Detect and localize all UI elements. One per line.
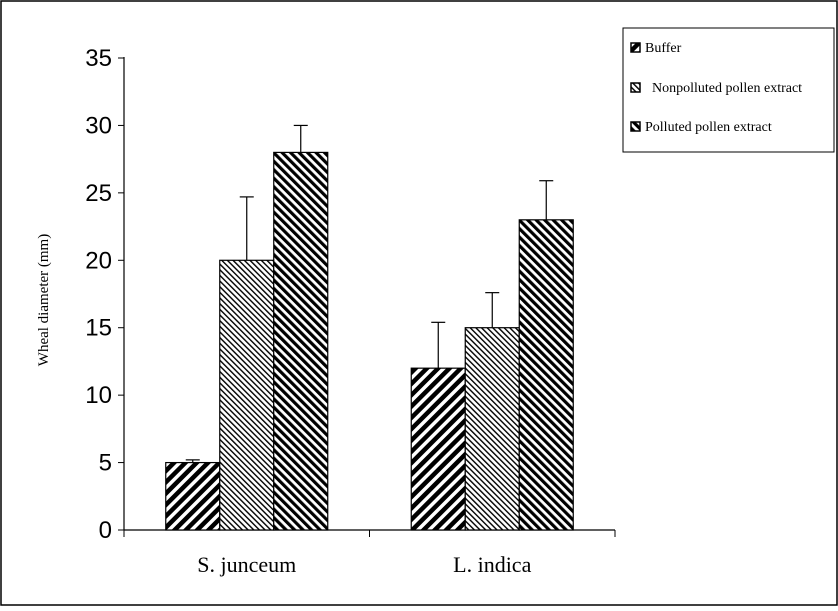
bar bbox=[410, 367, 466, 531]
legend-box bbox=[622, 27, 835, 153]
legend-label: Buffer bbox=[645, 41, 682, 56]
y-tick-label: 5 bbox=[99, 450, 112, 477]
legend-swatch bbox=[630, 121, 641, 132]
legend-label: Nonpolluted pollen extract bbox=[652, 81, 802, 96]
y-tick-label: 0 bbox=[99, 517, 112, 544]
y-tick-label: 10 bbox=[85, 382, 112, 409]
bar bbox=[219, 259, 275, 531]
y-tick-label: 15 bbox=[85, 315, 112, 342]
x-category-label: L. indica bbox=[453, 552, 531, 577]
legend-swatch bbox=[630, 42, 641, 53]
y-tick-label: 20 bbox=[85, 247, 112, 274]
y-tick-label: 25 bbox=[85, 180, 112, 207]
y-tick-label: 30 bbox=[85, 112, 112, 139]
plot-area: 0 5 10 15 20 25 30 35 S. junceum L. indica bbox=[85, 45, 616, 577]
legend-label: Polluted pollen extract bbox=[645, 120, 772, 135]
y-tick-label: 35 bbox=[85, 45, 112, 72]
bar bbox=[165, 461, 221, 531]
bar bbox=[464, 327, 520, 531]
legend: Buffer Nonpolluted pollen extract Polluted… bbox=[622, 27, 835, 153]
y-axis-label: Wheal diameter (mm) bbox=[36, 234, 52, 366]
x-category-label: S. junceum bbox=[197, 552, 296, 577]
bar bbox=[518, 219, 574, 531]
bar bbox=[273, 151, 329, 531]
legend-swatch bbox=[630, 82, 641, 93]
